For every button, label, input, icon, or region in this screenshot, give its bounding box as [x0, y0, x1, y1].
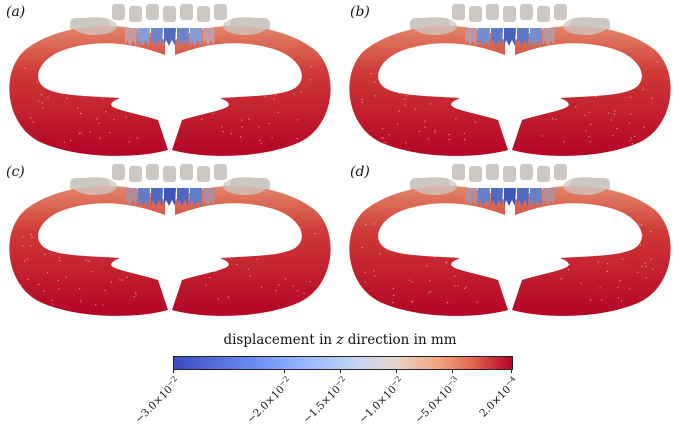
- colorbar-tick-label: −5.0×10−3: [412, 374, 459, 426]
- front-teeth: [465, 28, 555, 46]
- left-arch: [9, 25, 168, 156]
- colorbar-tick: [340, 369, 342, 373]
- jaw-mesh: [349, 164, 671, 316]
- colorbar-tick-label: −1.5×10−2: [300, 374, 347, 426]
- colorbar-tick: [284, 369, 286, 373]
- jaw-mesh: [9, 4, 331, 156]
- front-teeth: [125, 188, 215, 206]
- front-teeth: [125, 28, 215, 46]
- panel-label: (d): [350, 164, 370, 180]
- colorbar-tick: [172, 369, 174, 373]
- panel-d: (d): [340, 160, 680, 320]
- right-arch: [172, 25, 331, 156]
- panel-a: (a): [0, 0, 340, 160]
- colorbar-tick: [510, 369, 512, 373]
- panel-b: (b): [340, 0, 680, 160]
- right-arch: [512, 185, 671, 316]
- colorbar-tick-label: −3.0×10−2: [132, 374, 180, 426]
- jaw-mesh: [349, 4, 671, 156]
- colorbar-title: displacement in z direction in mm: [223, 332, 457, 348]
- right-arch: [512, 25, 671, 156]
- front-teeth: [465, 188, 555, 206]
- colorbar: [173, 356, 513, 370]
- left-arch: [9, 185, 168, 316]
- colorbar-tick-label: −1.0×10−2: [356, 374, 403, 426]
- colorbar-tick-label: 2.0×10−4: [477, 374, 518, 420]
- colorbar-tick-label: −2.0×10−2: [244, 374, 292, 426]
- right-arch: [172, 185, 331, 316]
- left-arch: [349, 25, 508, 156]
- colorbar-tick: [452, 369, 454, 373]
- panel-c: (c): [0, 160, 340, 320]
- panel-label: (c): [6, 164, 25, 180]
- panel-label: (b): [350, 4, 370, 20]
- left-arch: [349, 185, 508, 316]
- jaw-mesh: [9, 164, 331, 316]
- colorbar-tick: [396, 369, 398, 373]
- panel-label: (a): [6, 4, 26, 20]
